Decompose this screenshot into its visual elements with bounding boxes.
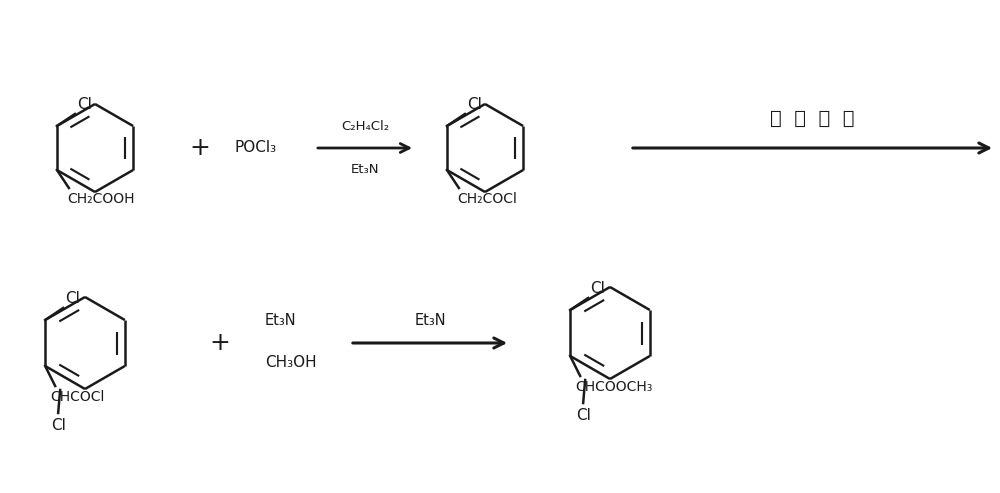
Text: C₂H₄Cl₂: C₂H₄Cl₂ <box>341 120 389 133</box>
Text: +: + <box>210 331 230 355</box>
Text: 加  热  回  流: 加 热 回 流 <box>770 109 855 128</box>
Text: +: + <box>190 136 210 160</box>
Text: Cl: Cl <box>576 408 591 423</box>
Text: Cl: Cl <box>590 281 605 296</box>
Text: Et₃N: Et₃N <box>351 163 379 176</box>
Text: Cl: Cl <box>65 291 80 306</box>
Text: POCl₃: POCl₃ <box>235 141 277 155</box>
Text: Cl: Cl <box>77 97 92 112</box>
Text: Et₃N: Et₃N <box>265 313 297 328</box>
Text: Cl: Cl <box>51 418 66 433</box>
Text: Et₃N: Et₃N <box>414 313 446 328</box>
Text: CHCOOCH₃: CHCOOCH₃ <box>575 380 653 394</box>
Text: CHCOCl: CHCOCl <box>50 390 105 404</box>
Text: CH₂COOH: CH₂COOH <box>67 192 134 206</box>
Text: CH₃OH: CH₃OH <box>265 355 317 370</box>
Text: CH₂COCl: CH₂COCl <box>457 192 517 206</box>
Text: Cl: Cl <box>467 97 482 112</box>
